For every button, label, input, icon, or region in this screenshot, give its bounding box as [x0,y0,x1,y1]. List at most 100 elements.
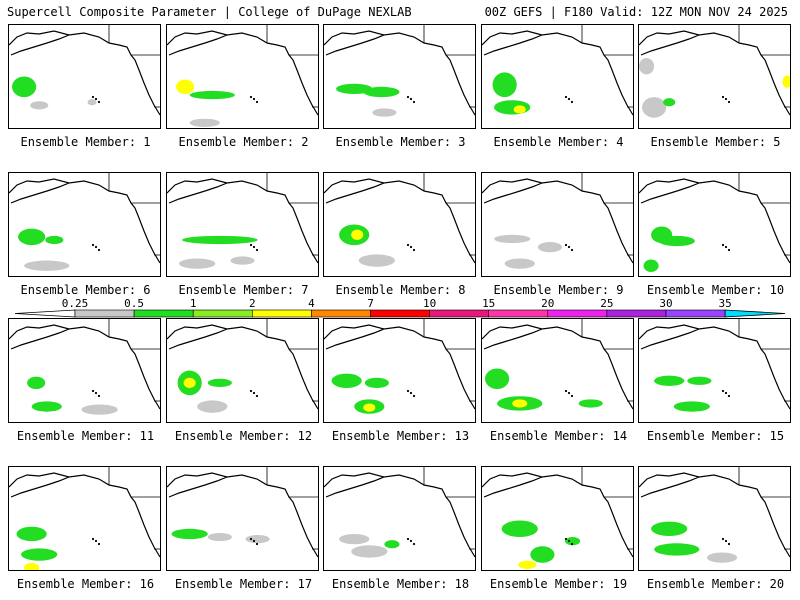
ensemble-panel: Ensemble Member: 15 [637,318,794,443]
coastline [639,30,790,116]
map-panel [166,318,319,423]
member-label: Ensemble Member: 5 [650,135,781,149]
legend-tick-label: 2 [249,297,256,310]
scp-contour [372,108,397,117]
scp-contour [12,76,37,98]
coastline [324,30,475,116]
scp-contour [81,404,118,415]
legend-segment [606,309,667,318]
scp-contour [578,399,603,408]
hawaii-island [724,539,728,543]
map-panel [481,24,634,129]
scp-contour [183,377,196,389]
member-label: Ensemble Member: 17 [174,577,313,591]
map-panel [638,466,791,571]
scp-contour [513,105,526,114]
scp-contour [384,540,400,549]
ensemble-panel: Ensemble Member: 19 [480,466,637,591]
scp-contour [512,399,528,408]
legend-segment [429,309,490,318]
coastline [639,178,790,264]
scp-contour [364,377,389,389]
scp-contour [782,75,790,88]
member-label: Ensemble Member: 9 [493,283,624,297]
member-label: Ensemble Member: 1 [20,135,151,149]
hawaii-island [727,542,731,546]
hawaii-island [97,394,101,398]
legend-tick-label: 0.25 [62,297,89,310]
scp-contour [30,101,49,110]
map-panel [323,318,476,423]
member-label: Ensemble Member: 6 [20,283,151,297]
scp-contour [351,545,388,558]
hawaii-island [409,245,413,249]
coastline [9,178,160,264]
hawaii-island [94,97,98,101]
hawaii-island [406,389,410,393]
hawaii-island [570,394,574,398]
scp-contour [363,403,376,412]
hawaii-island [252,391,256,395]
coastline [10,328,70,350]
color-legend: 0.25 0.5 1 2 4 7 10 15 20 25 30 35 [14,297,786,318]
hawaii-island [97,542,101,546]
scp-contour [207,532,232,542]
member-label: Ensemble Member: 20 [646,577,785,591]
hawaii-island [567,391,571,395]
hawaii-island [412,394,416,398]
hawaii-island [94,391,98,395]
coastline [168,476,228,498]
map-panel [166,466,319,571]
coastline [168,182,228,204]
hawaii-island [409,539,413,543]
scp-contour [501,520,538,538]
ensemble-panel: Ensemble Member: 16 [7,466,164,591]
coastline [483,476,543,498]
scp-contour [31,401,62,412]
hawaii-island [721,95,725,99]
scp-contour [358,254,395,267]
coastline [483,328,543,350]
map-panel [8,24,161,129]
scp-contour [530,546,555,563]
hawaii-island [564,95,568,99]
scp-contour [336,83,373,95]
ensemble-panel: Ensemble Member: 13 [322,318,479,443]
scp-contour [245,534,270,544]
legend-tick-label: 7 [367,297,374,310]
coastline [9,30,160,116]
scp-contour [565,537,581,546]
scp-contour [24,260,70,271]
coastline [324,324,475,410]
coastline [482,178,633,264]
hawaii-island [255,542,259,546]
hawaii-island [567,245,571,249]
ensemble-panel: Ensemble Member: 18 [322,466,479,591]
scp-contour [182,235,258,245]
legend-tick-label: 0.5 [124,297,144,310]
legend-segment [370,309,430,318]
hawaii-island [721,389,725,393]
hawaii-island [252,539,256,543]
scp-contour [207,378,232,387]
hawaii-island [412,100,416,104]
ensemble-panel: Ensemble Member: 20 [637,466,794,591]
scp-contour [518,560,537,569]
map-panel [166,24,319,129]
legend-segment [311,309,371,318]
coastline [639,324,790,410]
coastline [640,328,700,350]
scp-contour [654,543,700,556]
legend-tick-label: 30 [659,297,672,310]
legend-tick-label: 10 [423,297,436,310]
scp-contour [21,548,58,561]
coastline [167,178,318,264]
coastline [483,34,543,56]
map-panel [323,24,476,129]
legend-segment [547,309,608,318]
ensemble-panel: Ensemble Member: 1 [7,24,164,149]
coastline [324,472,475,558]
scp-contour [339,533,370,545]
hawaii-island [97,100,101,104]
ensemble-panel: Ensemble Member: 5 [637,24,794,149]
